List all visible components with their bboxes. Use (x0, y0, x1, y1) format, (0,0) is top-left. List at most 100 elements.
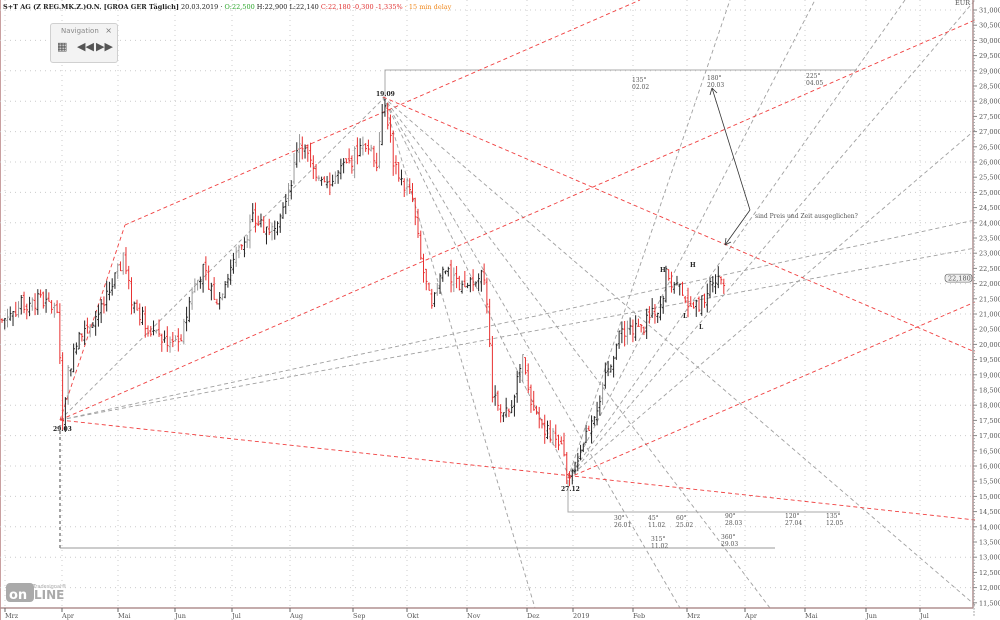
cycle-date: 20.03 (707, 82, 724, 89)
y-tick-label: 13,500 (979, 539, 1000, 547)
x-tick-label: Mai (805, 612, 818, 620)
current-price-label: 22,180 (948, 275, 971, 283)
chart-header: S+T AG (Z REG.MK.Z.)O.N. [GROA GER Tägli… (3, 3, 452, 11)
ohlc-bar (480, 269, 483, 292)
navigation-title: Navigation (61, 27, 99, 35)
ohlc-bar (683, 295, 687, 304)
cycle-date: 29.03 (721, 541, 738, 548)
ohlc-bar (579, 444, 582, 460)
ohlc-bar (375, 152, 378, 172)
x-tick-label: Okt (407, 612, 419, 620)
ohlc-bar (458, 275, 461, 291)
ohlc-bar (469, 277, 472, 293)
ohlc-bar (595, 401, 599, 426)
ohlc-bar (11, 311, 15, 327)
ohlc-bar (113, 272, 117, 289)
y-tick-label: 18,500 (979, 387, 1000, 395)
ohlc-bar (182, 318, 186, 345)
x-tick-label: Dez (527, 612, 540, 620)
y-tick-label: 14,000 (979, 523, 1000, 531)
ohlc-bar (267, 218, 271, 236)
ohlc-bar (697, 296, 701, 312)
ohlc-bar (334, 171, 337, 185)
ohlc-bar (598, 395, 602, 416)
ohlc-bar (17, 301, 20, 318)
ohlc-bar (6, 308, 9, 328)
ohlc-bar (590, 415, 593, 444)
close-icon[interactable]: × (105, 26, 112, 35)
time-axis[interactable]: Mrz Apr Mai Jun Jul Aug Sep Okt Nov Dez 2019 Feb Mrz… (4, 608, 929, 620)
fast-forward-icon[interactable]: ▶▶ (96, 40, 113, 53)
ohlc-bar (678, 283, 682, 296)
ohlc-bar (397, 162, 401, 182)
cycle-angle: 180° (707, 75, 721, 82)
ohlc-bar (474, 281, 478, 287)
ohlc-bar (513, 394, 516, 417)
y-tick-label: 26,500 (979, 143, 1000, 151)
ohlc-bar (670, 271, 673, 293)
ohlc-bar (130, 277, 133, 315)
x-tick-label: Mai (118, 612, 131, 620)
rewind-icon[interactable]: ◀◀ (77, 40, 94, 53)
ohlc-bar (634, 315, 637, 341)
low-value: L:22,140 (289, 3, 319, 11)
ohlc-bar (309, 142, 312, 168)
ohlc-bar (229, 259, 232, 285)
ohlc-bar (116, 263, 120, 279)
y-tick-label: 30,500 (979, 22, 1000, 30)
ohlc-bar (380, 103, 384, 146)
ohlc-bar (66, 365, 70, 405)
ohlc-bar (55, 300, 59, 314)
pattern-label: L (699, 324, 704, 331)
svg-text:on: on (9, 588, 27, 603)
y-tick-label: 25,000 (979, 189, 1000, 197)
ohlc-bar (389, 114, 392, 143)
cycle-angle: 360° (721, 534, 735, 541)
ohlc-bar (273, 220, 277, 240)
ohlc-bar (485, 277, 489, 314)
ohlc-bar (80, 333, 84, 342)
x-tick-label: Apr (61, 612, 75, 620)
y-tick-label: 11,500 (979, 599, 1000, 607)
ohlc-bar (265, 226, 268, 245)
ohlc-bar (328, 172, 332, 196)
y-tick-label: 21,000 (979, 311, 1000, 319)
ohlc-bar (551, 428, 555, 445)
ohlc-bar (703, 293, 706, 308)
cycle-date: 25.02 (676, 522, 693, 529)
ohlc-bar (466, 282, 469, 289)
x-tick-label: Aug (289, 612, 303, 620)
grid-icon[interactable]: ▦ (57, 40, 68, 53)
ohlc-bar (637, 318, 640, 327)
ohlc-bar (648, 306, 651, 324)
navigation-panel[interactable]: Navigation × ▦ ◀◀ ▶▶ (50, 23, 118, 63)
ohlc-bar (422, 253, 425, 283)
ohlc-bar (606, 360, 610, 377)
svg-text:Tradesignal®: Tradesignal® (32, 583, 66, 590)
ohlc-bar (438, 273, 442, 295)
ohlc-bar (367, 139, 370, 155)
ohlc-bar (276, 221, 279, 236)
ohlc-bar (135, 299, 139, 311)
ohlc-bar (705, 283, 709, 313)
ohlc-bar (722, 278, 726, 294)
y-tick-label: 16,500 (979, 447, 1000, 455)
ohlc-bar (108, 281, 111, 301)
ohlc-bar (394, 155, 398, 175)
ohlc-bar (75, 342, 78, 355)
y-tick-label: 28,500 (979, 83, 1000, 91)
cycle-angle: 135° (632, 77, 646, 84)
cycle-date: 26.01 (614, 522, 631, 529)
ohlc-bar (681, 281, 684, 296)
high-value: H:22,900 (256, 3, 288, 11)
y-tick-label: 14,500 (979, 508, 1000, 516)
ohlc-bar (488, 298, 491, 348)
y-tick-label: 22,000 (979, 280, 1000, 288)
y-tick-label: 30,000 (979, 37, 1000, 45)
ohlc-bar (356, 137, 359, 165)
ohlc-bar (719, 276, 723, 285)
quote-date: 20.03.2019 (181, 3, 219, 11)
